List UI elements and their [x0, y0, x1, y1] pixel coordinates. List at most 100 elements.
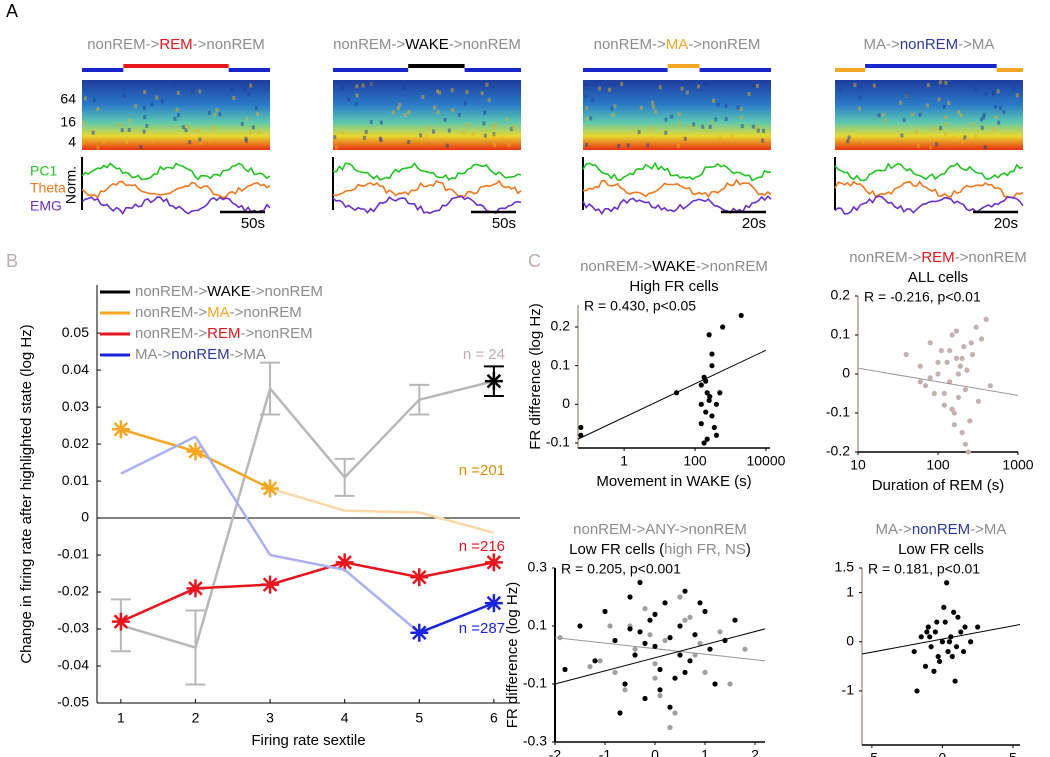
scatter-point	[557, 635, 563, 641]
spectrogram-texture	[96, 106, 100, 111]
spectrogram-texture	[198, 89, 202, 94]
significance-star	[186, 442, 205, 461]
scatter-point	[953, 355, 960, 361]
scatter-point	[961, 344, 967, 350]
y-tick-label: -0.03	[57, 620, 89, 636]
x-tick-label: -5	[866, 750, 879, 757]
chart-subtitle-part: high FR, NS	[664, 541, 746, 558]
spectrogram-texture	[447, 128, 451, 133]
scatter-point	[935, 653, 941, 660]
scatter-point	[657, 666, 663, 673]
scatter-point	[923, 383, 929, 389]
scatter-point	[647, 617, 653, 623]
statistics: R = 0.181, p<0.01	[868, 561, 980, 577]
spectrogram-texture	[677, 112, 681, 117]
scatter-point	[682, 617, 688, 623]
norm-label: Norm.	[63, 166, 79, 204]
spectrogram-texture	[942, 104, 946, 109]
scatter-point	[577, 623, 583, 629]
spectrogram-texture	[102, 140, 106, 145]
y-tick-label: -0.1	[826, 404, 850, 420]
scatter-point	[672, 710, 678, 716]
spectrogram-texture	[249, 130, 253, 135]
series-annotation: n =201	[459, 462, 505, 479]
spectrogram-texture	[861, 139, 865, 144]
scatter-point	[938, 348, 944, 354]
spectrogram-texture	[847, 135, 851, 140]
trace	[582, 161, 772, 182]
y-tick-label: 0	[842, 365, 850, 381]
spectrogram-texture	[658, 85, 662, 90]
panel-title: nonREM->MA->nonREM	[594, 36, 761, 53]
spectrogram-texture	[689, 124, 693, 129]
spectrogram-texture	[610, 106, 614, 111]
spectrogram-texture	[944, 80, 948, 85]
scatter-point	[967, 418, 973, 424]
panel-title-part: MA->	[864, 36, 900, 53]
state-bar	[667, 64, 700, 68]
spectrogram-texture	[925, 103, 929, 108]
scatter-point	[597, 658, 603, 664]
y-tick-label: -0.1	[546, 434, 570, 450]
spectrogram-texture	[846, 139, 850, 144]
x-tick-label: 10	[850, 457, 866, 473]
scatter-point	[932, 629, 938, 635]
legend-label-part: ->nonREM	[240, 325, 312, 342]
x-tick-label: -1	[599, 747, 612, 757]
scatter-point	[713, 401, 719, 407]
spectrogram-texture	[585, 142, 589, 147]
state-bar	[865, 64, 997, 68]
panel-title: MA->nonREM->MA	[864, 36, 995, 53]
chart-subtitle-part: High FR cells	[629, 278, 718, 295]
spectrogram-texture	[230, 88, 234, 93]
spectrogram-texture	[150, 139, 154, 144]
spectrogram-texture	[996, 89, 1000, 94]
scatter-point	[738, 312, 744, 319]
spectrogram-texture	[118, 122, 122, 127]
scatter-point	[931, 668, 937, 674]
spectrogram-texture	[714, 117, 718, 122]
spectrogram-texture	[466, 122, 470, 127]
y-tick-label: 0.03	[62, 398, 89, 414]
spectrogram-texture	[196, 128, 200, 133]
y-tick-label: 0	[846, 632, 854, 648]
scatter-point	[946, 639, 953, 645]
scatter-point	[627, 626, 633, 632]
scatter-point	[707, 393, 713, 400]
x-tick-label: 100	[926, 457, 950, 473]
spectrogram-texture	[188, 140, 192, 145]
spectrogram-texture	[462, 130, 466, 135]
statistics: R = -0.216, p<0.01	[864, 289, 981, 305]
scatter-point	[622, 681, 628, 687]
spectrogram-texture	[212, 126, 216, 131]
spectrogram-texture	[683, 136, 687, 141]
x-tick-label: 2	[751, 747, 759, 757]
state-bar	[82, 68, 124, 72]
spectrogram-texture	[653, 109, 657, 114]
spectrogram-texture	[419, 133, 423, 138]
scatter-point	[941, 402, 947, 408]
spectrogram-texture	[724, 103, 728, 108]
spectrogram	[82, 80, 270, 150]
spectrogram-texture	[435, 89, 439, 94]
scatter-point	[682, 669, 688, 676]
scatter-point	[587, 664, 593, 670]
spectrogram-texture	[872, 83, 876, 88]
spectrogram-texture	[369, 120, 373, 125]
spectrogram-texture	[979, 117, 983, 122]
spectrogram-texture	[465, 90, 469, 95]
x-tick-label: 6	[490, 710, 498, 726]
y-tick-label: 0	[562, 395, 570, 411]
spectrogram-texture	[677, 121, 681, 126]
panel-title-part: ->nonREM	[449, 36, 521, 53]
spectrogram-texture	[718, 134, 722, 139]
spectrogram-texture	[982, 112, 986, 117]
scatter-point	[978, 336, 985, 342]
significance-star	[410, 623, 429, 642]
spectrogram-texture	[335, 145, 339, 150]
spectrogram-texture	[701, 124, 705, 129]
spectrogram-texture	[91, 130, 95, 135]
panel-title-part: ->nonREM	[688, 36, 760, 53]
y-tick-label: -1	[842, 682, 855, 698]
spectrogram-texture	[425, 134, 429, 139]
